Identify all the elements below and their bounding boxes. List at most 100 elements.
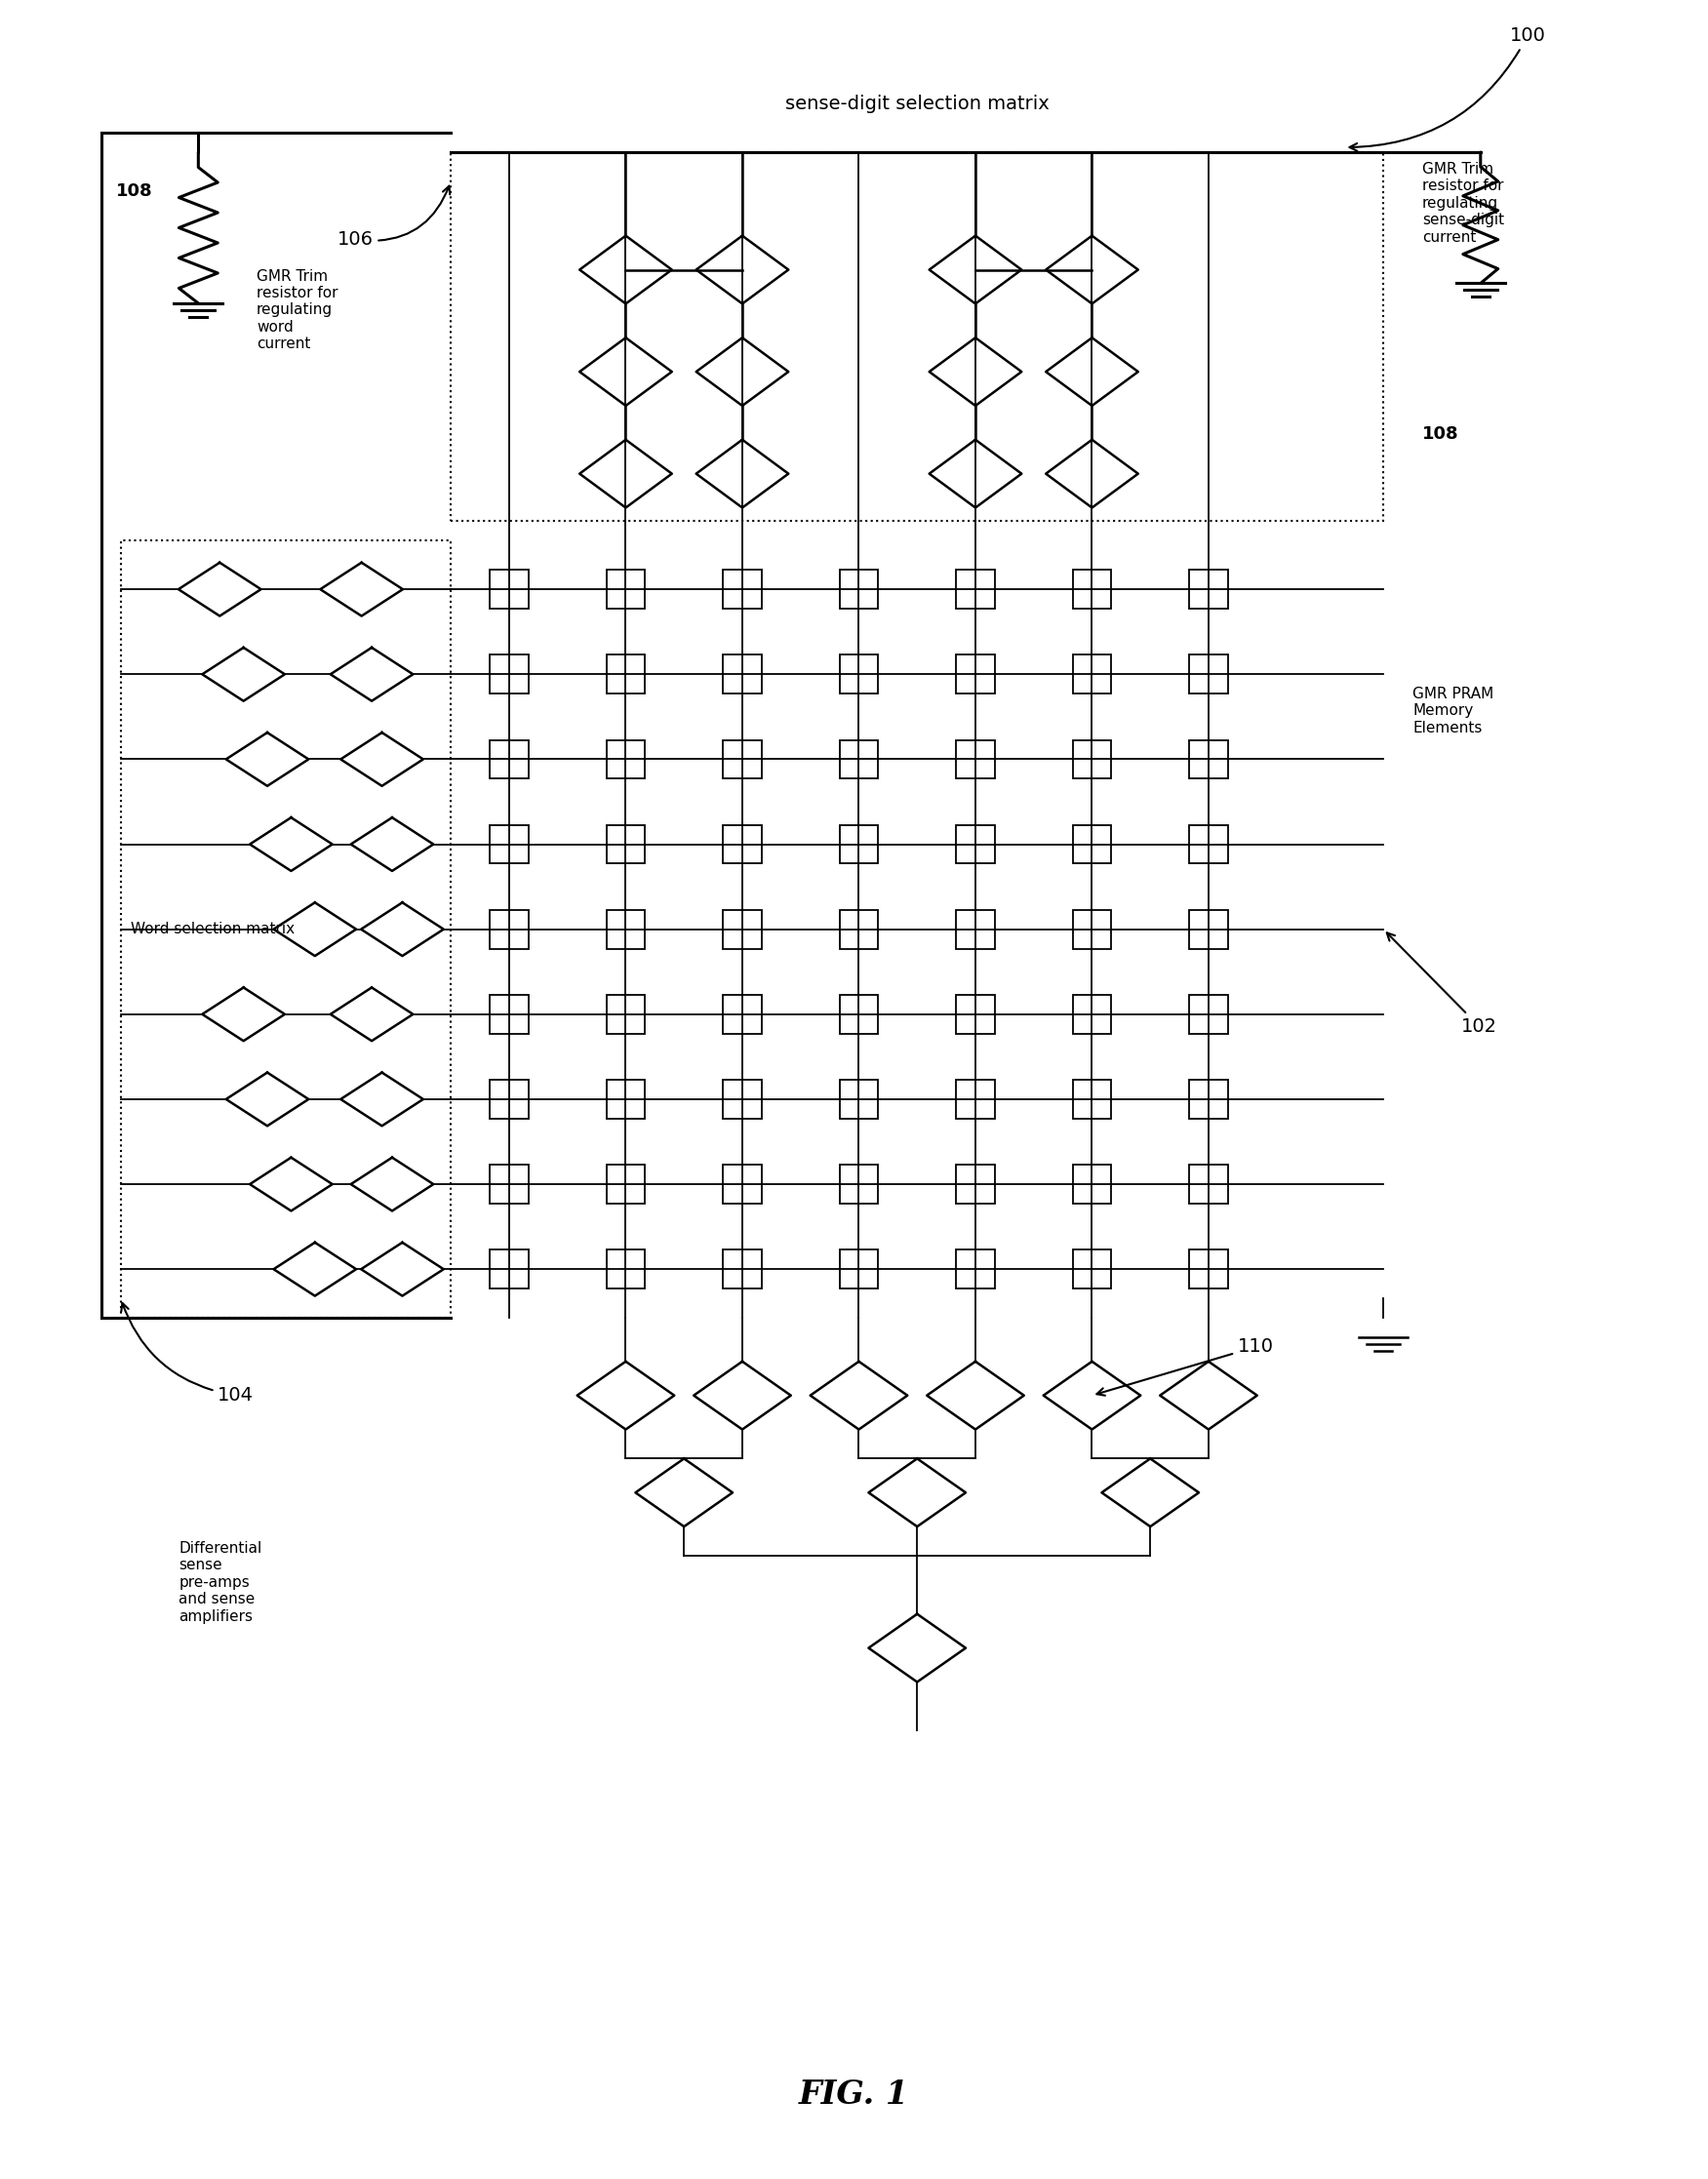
Polygon shape <box>1045 440 1138 508</box>
Bar <box>956 656 994 693</box>
Bar <box>606 741 646 778</box>
Polygon shape <box>273 1242 357 1297</box>
Polygon shape <box>577 1362 675 1429</box>
Bar <box>1189 1251 1228 1288</box>
Bar <box>1073 656 1112 693</box>
Bar <box>1073 826 1112 863</box>
Bar <box>490 741 528 778</box>
Text: 104: 104 <box>121 1303 254 1405</box>
Bar <box>722 741 762 778</box>
Bar <box>1073 1166 1112 1203</box>
Polygon shape <box>249 1157 333 1212</box>
Bar <box>490 826 528 863</box>
Polygon shape <box>350 1157 434 1212</box>
Polygon shape <box>340 732 424 787</box>
Text: 108: 108 <box>1423 425 1459 442</box>
Bar <box>839 911 878 948</box>
Bar <box>1073 741 1112 778</box>
Polygon shape <box>579 235 671 303</box>
Polygon shape <box>202 647 285 702</box>
Text: 102: 102 <box>1387 933 1498 1035</box>
Bar <box>490 1166 528 1203</box>
Polygon shape <box>249 817 333 872</box>
Polygon shape <box>178 562 261 617</box>
Bar <box>839 1081 878 1118</box>
Text: Word selection matrix: Word selection matrix <box>130 922 294 937</box>
Polygon shape <box>929 440 1021 508</box>
Bar <box>1073 571 1112 608</box>
Bar <box>956 741 994 778</box>
Bar <box>1073 1081 1112 1118</box>
Polygon shape <box>927 1362 1025 1429</box>
Bar <box>1189 571 1228 608</box>
Bar <box>839 996 878 1033</box>
Text: FIG. 1: FIG. 1 <box>799 2079 909 2111</box>
Bar <box>606 1251 646 1288</box>
Bar <box>1189 996 1228 1033</box>
Bar <box>722 571 762 608</box>
Polygon shape <box>635 1458 733 1527</box>
Polygon shape <box>693 1362 791 1429</box>
Text: GMR Trim
resistor for
regulating
word
current: GMR Trim resistor for regulating word cu… <box>256 268 338 351</box>
Polygon shape <box>330 987 413 1042</box>
Polygon shape <box>340 1072 424 1127</box>
Bar <box>956 1166 994 1203</box>
Bar <box>839 826 878 863</box>
Bar <box>1189 1166 1228 1203</box>
Polygon shape <box>319 562 403 617</box>
Bar <box>956 826 994 863</box>
Polygon shape <box>330 647 413 702</box>
Bar <box>839 656 878 693</box>
Bar <box>722 911 762 948</box>
Text: 110: 110 <box>1097 1338 1274 1395</box>
Polygon shape <box>869 1458 965 1527</box>
Bar <box>490 1251 528 1288</box>
Bar <box>1189 911 1228 948</box>
Text: 108: 108 <box>116 183 152 200</box>
Bar <box>839 1166 878 1203</box>
Polygon shape <box>360 1242 444 1297</box>
Bar <box>722 656 762 693</box>
Text: GMR PRAM
Memory
Elements: GMR PRAM Memory Elements <box>1413 686 1494 734</box>
Text: Differential
sense
pre-amps
and sense
amplifiers: Differential sense pre-amps and sense am… <box>179 1541 261 1623</box>
Bar <box>121 540 451 1318</box>
Bar <box>1073 1251 1112 1288</box>
Bar <box>956 1251 994 1288</box>
Bar <box>722 1081 762 1118</box>
Polygon shape <box>350 817 434 872</box>
Polygon shape <box>697 338 789 405</box>
Polygon shape <box>1045 235 1138 303</box>
Text: GMR Trim
resistor for
regulating
sense-digit
current: GMR Trim resistor for regulating sense-d… <box>1423 161 1505 244</box>
Polygon shape <box>579 338 671 405</box>
Bar <box>1073 911 1112 948</box>
Polygon shape <box>360 902 444 957</box>
Bar <box>1189 741 1228 778</box>
Bar <box>956 571 994 608</box>
Polygon shape <box>697 440 789 508</box>
Polygon shape <box>225 1072 309 1127</box>
Bar <box>451 153 1383 521</box>
Bar <box>839 1251 878 1288</box>
Bar <box>1189 656 1228 693</box>
Polygon shape <box>810 1362 907 1429</box>
Text: 106: 106 <box>336 185 449 248</box>
Bar <box>956 996 994 1033</box>
Polygon shape <box>202 987 285 1042</box>
Polygon shape <box>273 902 357 957</box>
Bar <box>490 911 528 948</box>
Bar <box>839 571 878 608</box>
Bar <box>1189 1081 1228 1118</box>
Polygon shape <box>869 1615 965 1682</box>
Bar <box>490 656 528 693</box>
Bar <box>490 1081 528 1118</box>
Bar <box>606 1081 646 1118</box>
Bar <box>606 1166 646 1203</box>
Text: sense-digit selection matrix: sense-digit selection matrix <box>786 94 1049 113</box>
Bar <box>956 911 994 948</box>
Polygon shape <box>579 440 671 508</box>
Bar <box>606 656 646 693</box>
Bar <box>722 1166 762 1203</box>
Polygon shape <box>1045 338 1138 405</box>
Polygon shape <box>1102 1458 1199 1527</box>
Bar <box>1189 826 1228 863</box>
